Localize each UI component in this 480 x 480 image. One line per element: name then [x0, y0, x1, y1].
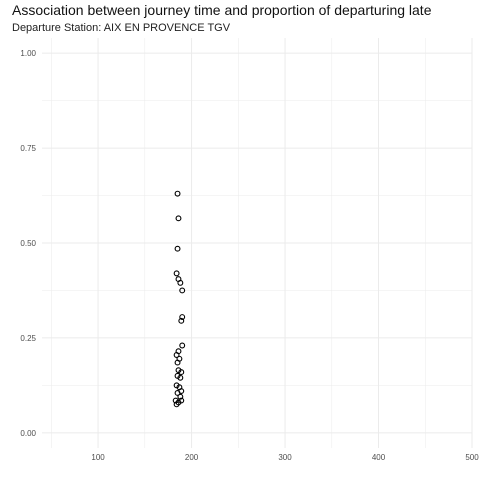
data-points — [172, 190, 186, 408]
y-tick-label: 0.50 — [20, 239, 36, 248]
data-point — [178, 397, 185, 404]
data-point — [174, 390, 181, 396]
data-point — [174, 359, 181, 366]
grid-lines — [42, 38, 473, 448]
y-tick-label: 0.00 — [20, 429, 36, 438]
y-tick-label: 0.25 — [20, 334, 36, 343]
data-point — [179, 287, 186, 294]
y-tick-label: 0.75 — [20, 144, 36, 153]
data-point — [173, 352, 180, 358]
x-axis-ticks: 100 200 300 400 500 — [91, 453, 479, 462]
data-point — [177, 393, 184, 400]
x-tick-label: 500 — [465, 453, 479, 462]
data-point — [173, 270, 180, 277]
data-point — [174, 190, 181, 197]
data-point — [175, 215, 182, 222]
data-point — [178, 369, 185, 376]
x-tick-label: 200 — [185, 453, 199, 462]
data-point — [178, 317, 185, 324]
x-tick-label: 100 — [91, 453, 105, 462]
data-point — [179, 342, 186, 349]
data-point — [174, 245, 181, 252]
data-point — [177, 279, 184, 286]
chart-title: Association between journey time and pro… — [12, 2, 432, 18]
y-axis-ticks: 0.00 0.25 0.50 0.75 1.00 — [20, 49, 36, 438]
x-tick-label: 300 — [278, 453, 292, 462]
y-tick-label: 1.00 — [20, 49, 36, 58]
data-point — [173, 401, 180, 408]
x-tick-label: 400 — [372, 453, 386, 462]
data-point — [177, 374, 184, 381]
chart-subtitle: Departure Station: AIX EN PROVENCE TGV — [12, 22, 231, 34]
data-point — [179, 314, 186, 320]
